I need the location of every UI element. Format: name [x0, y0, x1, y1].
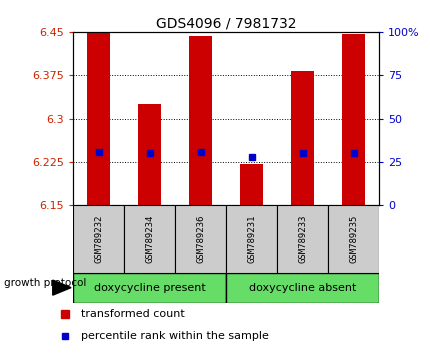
Bar — [87, 33, 110, 205]
Bar — [240, 164, 263, 205]
Text: GSM789232: GSM789232 — [94, 215, 103, 263]
Text: percentile rank within the sample: percentile rank within the sample — [81, 331, 268, 341]
Bar — [291, 70, 313, 205]
Title: GDS4096 / 7981732: GDS4096 / 7981732 — [156, 17, 296, 31]
Text: GSM789236: GSM789236 — [196, 215, 205, 263]
Bar — [138, 104, 161, 205]
Bar — [73, 205, 124, 273]
Bar — [189, 36, 212, 205]
Bar — [226, 205, 276, 273]
Text: GSM789235: GSM789235 — [348, 215, 357, 263]
Text: growth protocol: growth protocol — [3, 278, 86, 288]
Bar — [124, 205, 175, 273]
Bar — [175, 205, 226, 273]
Text: GSM789234: GSM789234 — [145, 215, 154, 263]
Polygon shape — [52, 280, 71, 295]
Text: doxycycline present: doxycycline present — [94, 282, 205, 293]
Text: doxycycline absent: doxycycline absent — [249, 282, 356, 293]
Text: GSM789233: GSM789233 — [298, 215, 307, 263]
Text: transformed count: transformed count — [81, 309, 184, 319]
Bar — [276, 205, 328, 273]
Bar — [73, 273, 226, 303]
Bar — [328, 205, 378, 273]
Bar — [341, 34, 364, 205]
Bar — [226, 273, 378, 303]
Text: GSM789231: GSM789231 — [247, 215, 256, 263]
